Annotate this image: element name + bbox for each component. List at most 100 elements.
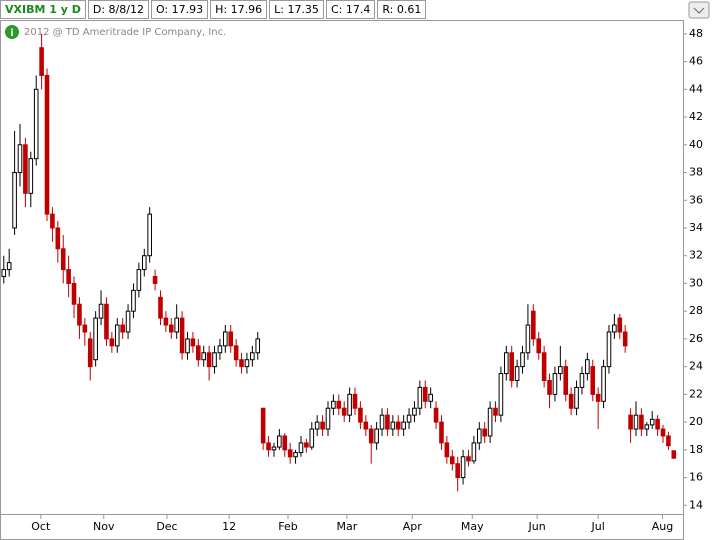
info-icon[interactable] <box>5 25 19 39</box>
candle-body <box>277 435 282 448</box>
candle-body <box>196 345 201 361</box>
candle-body <box>552 373 558 395</box>
x-tick-label: Jul <box>591 520 605 533</box>
candle-body <box>179 317 185 354</box>
candle-body <box>622 331 628 347</box>
candle-body <box>412 407 417 416</box>
candle-body <box>601 366 606 402</box>
candle-body <box>385 414 390 430</box>
candle-body <box>55 227 61 250</box>
candle-body <box>590 366 596 395</box>
candle-body <box>579 373 585 388</box>
candle-body <box>331 400 336 409</box>
candle-body <box>547 380 552 395</box>
candle-body <box>649 418 655 426</box>
y-tick-label: 36 <box>689 193 703 206</box>
candle-body <box>444 442 450 458</box>
candle-body <box>666 435 671 447</box>
candle-body <box>460 456 466 479</box>
candle-body <box>374 428 379 444</box>
candle-body <box>239 359 244 368</box>
candle-body <box>660 428 666 437</box>
header-field: R: 0.61 <box>377 0 427 19</box>
header-field: C: 17.4 <box>325 0 376 19</box>
candle-body <box>44 74 50 215</box>
candle-body <box>71 282 77 305</box>
y-tick-label: 14 <box>689 498 703 511</box>
candle-body <box>671 450 677 459</box>
candle-body <box>255 338 261 354</box>
candle-body <box>585 359 590 375</box>
candle-body <box>644 424 650 430</box>
candle-body <box>77 303 82 326</box>
candle-body <box>449 456 455 465</box>
y-tick-label: 24 <box>689 360 703 373</box>
candle-body <box>266 442 271 451</box>
plot-frame <box>0 20 684 515</box>
candle-body <box>612 324 617 333</box>
candle-body <box>341 407 347 416</box>
candle-body <box>504 352 509 375</box>
y-tick-label: 34 <box>689 221 703 234</box>
menu-button[interactable] <box>688 1 710 19</box>
candle-body <box>114 324 120 347</box>
candle-body <box>417 386 423 409</box>
x-tick-label: Aug <box>652 520 673 533</box>
x-tick-label: May <box>461 520 484 533</box>
candle-body <box>304 442 309 448</box>
x-tick-label: Mar <box>337 520 358 533</box>
candle-body <box>633 414 639 430</box>
candle-body <box>168 324 174 333</box>
candle-body <box>428 393 433 402</box>
candle-body <box>358 407 363 423</box>
header-field: L: 17.35 <box>269 0 324 19</box>
candle-body <box>514 366 520 382</box>
candle-body <box>466 456 471 462</box>
candle-body <box>98 303 104 319</box>
candle-body <box>152 276 158 284</box>
candle-body <box>293 452 298 458</box>
y-tick-label: 38 <box>689 166 703 179</box>
candle-body <box>541 352 547 382</box>
candle-body <box>390 421 396 430</box>
candle-body <box>190 338 196 347</box>
candle-body <box>379 414 385 430</box>
candle-body <box>147 213 152 257</box>
y-tick-label: 22 <box>689 387 703 400</box>
header-field: H: 17.96 <box>210 0 268 19</box>
candle-body <box>260 407 266 444</box>
candle-body <box>606 331 612 368</box>
candle-body <box>352 393 358 409</box>
candle-body <box>536 338 542 354</box>
y-tick-label: 32 <box>689 249 703 262</box>
candle-body <box>1 269 7 278</box>
candle-body <box>141 255 147 271</box>
menu-icon <box>693 7 705 14</box>
candle-body <box>525 324 531 354</box>
candle-body <box>574 386 579 409</box>
candle-body <box>201 352 207 361</box>
candle-body <box>433 407 439 423</box>
candle-body <box>520 352 525 368</box>
candle-body <box>212 352 217 368</box>
header-bar: VXIBM 1 y D D: 8/8/12 O: 17.93 H: 17.96 L: 1… <box>0 0 427 19</box>
candle-body <box>314 421 320 430</box>
candle-body <box>287 449 293 458</box>
header-field: O: 17.93 <box>150 0 209 19</box>
x-tick-label: Apr <box>403 520 423 533</box>
candle-body <box>422 386 428 402</box>
candle-body <box>12 172 17 229</box>
candle-body <box>498 373 504 416</box>
candle-body <box>244 359 250 368</box>
candle-body <box>217 345 223 354</box>
x-tick-label: Feb <box>278 520 297 533</box>
candle-body <box>401 421 406 430</box>
candle-body <box>163 317 169 326</box>
candle-body <box>206 352 212 368</box>
candle-body <box>336 400 342 409</box>
candle-body <box>87 338 93 368</box>
candle-body <box>455 463 460 479</box>
y-tick-label: 48 <box>689 27 703 40</box>
candle-body <box>223 331 228 347</box>
candle-body <box>558 366 563 375</box>
